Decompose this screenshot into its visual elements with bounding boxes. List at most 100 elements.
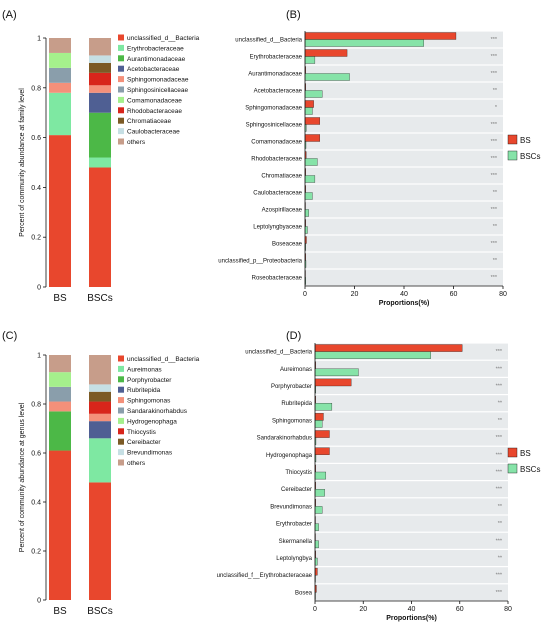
legend-label: Erythrobacteraceae (127, 45, 184, 52)
stacked-bar-segment (89, 421, 111, 439)
legend-label: Porphyrobacter (127, 377, 172, 384)
legend-swatch (118, 376, 124, 383)
legend-swatch (118, 438, 124, 445)
panel-label: (A) (2, 9, 17, 21)
stacked-bar-segment (89, 167, 111, 287)
significance-marker: *** (496, 384, 503, 390)
legend-label: others (127, 460, 146, 467)
stacked-bar-segment (49, 411, 71, 451)
row-band (305, 252, 503, 269)
bar-bscs (304, 90, 323, 98)
legend-label: Hydrogenophaga (127, 418, 177, 425)
stacked-bar-segment (89, 355, 111, 385)
y-tick-label: 0.6 (31, 135, 41, 142)
legend-label: Sphingosinicellaceae (127, 87, 188, 94)
row-band (305, 218, 503, 235)
bar-bs (304, 32, 457, 40)
legend-label: BSCs (520, 152, 540, 161)
significance-marker: ** (493, 224, 498, 230)
legend-label: Brevundimonas (127, 450, 173, 457)
category-label: Comamonadaceae (251, 140, 302, 146)
legend-swatch (507, 447, 518, 458)
category-label: unclassified_d__Bacteria (245, 350, 312, 356)
category-label: Acetobacteraceae (254, 89, 303, 95)
legend-label: Aurantimonadaceae (127, 56, 186, 63)
legend-label: Caulobacteraceae (127, 129, 180, 136)
category-label: Leptolyngbyaceae (253, 225, 302, 231)
row-band (305, 48, 503, 65)
stacked-bar-segment (49, 38, 71, 53)
row-band (315, 378, 508, 394)
significance-marker: ** (498, 504, 503, 510)
bar-bs (314, 344, 463, 352)
stacked-bar-segment (89, 72, 111, 86)
legend-swatch (118, 128, 124, 135)
significance-marker: *** (496, 573, 503, 579)
y-axis-title: Percent of community abundance at genus … (19, 402, 26, 552)
bar-bscs (314, 403, 333, 411)
legend-swatch (118, 86, 124, 93)
legend-swatch (118, 355, 124, 362)
legend-label: BS (520, 449, 531, 458)
x-tick-label: 80 (499, 291, 507, 298)
bar-bscs (304, 175, 316, 183)
significance-marker: *** (496, 366, 503, 372)
bar-bscs (314, 489, 325, 497)
category-label: Thiocystis (285, 470, 312, 476)
x-tick-label: 40 (408, 606, 416, 613)
significance-marker: *** (496, 435, 503, 441)
category-label: unclassified_p__Proteobacteria (218, 259, 302, 265)
legend-swatch (118, 65, 124, 72)
x-tick-label: 0 (303, 291, 307, 298)
category-label: Sphingomonadaceae (245, 106, 302, 112)
y-tick-label: 0.2 (31, 235, 41, 242)
bar-bscs (314, 471, 327, 480)
bar-bs (314, 413, 324, 421)
stacked-bar-segment (89, 55, 111, 63)
bar-bscs (304, 73, 350, 81)
row-band (315, 584, 508, 601)
row-band (315, 446, 508, 463)
bar-bscs (304, 192, 313, 200)
bar-bs (304, 100, 314, 108)
significance-marker: *** (491, 207, 498, 213)
category-label: Caulobacteraceae (253, 191, 302, 197)
category-label: Skermanella (279, 539, 313, 545)
significance-marker: *** (491, 275, 498, 281)
row-band (315, 532, 508, 549)
category-label: Erythrobacter (276, 522, 312, 528)
category-label: unclassified_d__Bacteria (235, 38, 302, 44)
legend-label: Sphingomonas (127, 398, 171, 405)
stacked-bar-segment (89, 384, 111, 392)
legend-swatch (118, 365, 124, 372)
row-band (305, 167, 503, 184)
legend-swatch (507, 134, 518, 145)
significance-marker: *** (491, 71, 498, 77)
panel-0-stacked: (A) Percent of community abundance at fam… (2, 9, 200, 304)
x-tick-label: 60 (456, 606, 464, 613)
stacked-bar-segment (89, 391, 111, 402)
row-band (315, 429, 508, 446)
row-band (305, 235, 503, 252)
significance-marker: ** (498, 401, 503, 407)
bar-bscs (314, 420, 323, 428)
row-band (315, 550, 508, 566)
x-category-label: BS (53, 606, 67, 617)
x-tick-label: 20 (351, 291, 359, 298)
bar-bs (304, 49, 348, 57)
bar-bscs (314, 351, 431, 359)
stacked-bar-segment (89, 92, 111, 113)
category-label: Rhodobacteraceae (251, 157, 302, 163)
row-band (305, 99, 503, 116)
legend-swatch (118, 55, 124, 62)
bar-bscs (304, 39, 424, 47)
y-tick-label: 0.2 (31, 549, 41, 556)
panel-label: (D) (286, 330, 301, 342)
y-tick-label: 1 (37, 36, 41, 43)
row-band (305, 201, 503, 218)
significance-marker: *** (491, 156, 498, 162)
panel-2-stacked: (C) Percent of community abundance at gen… (2, 330, 200, 617)
legend-label: Chromatiaceae (127, 118, 171, 125)
significance-marker: ** (493, 258, 498, 264)
